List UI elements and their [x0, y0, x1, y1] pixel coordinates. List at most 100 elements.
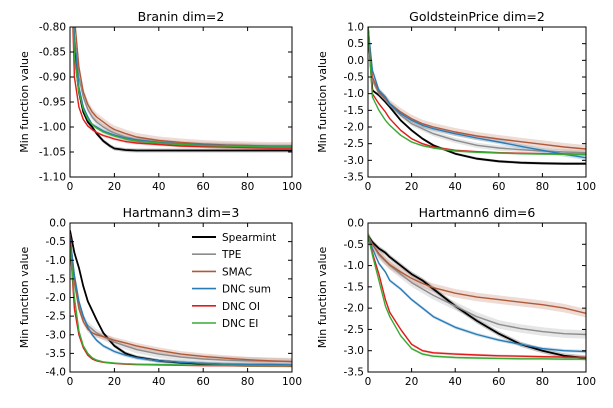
x-tick-label: 0 — [67, 181, 74, 193]
x-tick-label: 40 — [449, 376, 462, 388]
series-line-dnc-ei — [368, 27, 586, 156]
series-line-tpe — [368, 27, 586, 154]
x-tick-label: 40 — [152, 181, 165, 193]
series-line-dnc-oi — [368, 235, 586, 359]
y-tick-label: -1.0 — [344, 260, 365, 272]
y-tick-label: -0.80 — [39, 22, 66, 34]
y-tick-label: 0.5 — [347, 38, 364, 50]
confidence-band-smac — [368, 27, 586, 153]
y-axis-label: Min function value — [316, 51, 329, 153]
y-tick-label: -0.90 — [39, 72, 66, 84]
y-axis-label: Min function value — [18, 247, 31, 349]
x-tick-label: 20 — [405, 181, 418, 193]
series-line-dnc-sum — [70, 237, 292, 366]
y-tick-label: -2.0 — [344, 122, 365, 134]
x-tick-label: 20 — [108, 376, 121, 388]
y-tick-label: 0.0 — [49, 218, 66, 230]
x-tick-label: 40 — [449, 181, 462, 193]
y-tick-label: -1.00 — [39, 122, 66, 134]
x-tick-label: 60 — [492, 376, 505, 388]
x-tick-label: 80 — [536, 376, 549, 388]
y-tick-label: -2.5 — [344, 138, 365, 150]
y-tick-label: -2.5 — [344, 324, 365, 336]
chart-title: Hartmann6 dim=6 — [419, 205, 536, 220]
plot-area — [368, 231, 586, 361]
y-tick-label: -0.85 — [39, 47, 66, 59]
legend-label: DNC sum — [222, 284, 271, 296]
x-tick-label: 100 — [282, 181, 302, 193]
y-tick-label: -1.5 — [46, 273, 67, 285]
series-line-smac — [70, 234, 292, 363]
series-line-dnc-sum — [368, 27, 586, 159]
legend-item-smac: SMAC — [192, 266, 252, 278]
series-line-spearmint — [368, 27, 586, 165]
x-tick-label: 40 — [152, 376, 165, 388]
x-tick-label: 0 — [365, 181, 372, 193]
x-tick-label: 80 — [241, 376, 254, 388]
series-line-dnc-ei — [368, 235, 586, 360]
y-tick-label: -3.5 — [344, 172, 365, 184]
plot-area — [70, 228, 292, 368]
y-tick-label: -1.0 — [344, 88, 365, 100]
y-tick-label: 0.0 — [347, 218, 364, 230]
x-tick-label: 100 — [282, 376, 302, 388]
y-tick-label: -1.5 — [344, 281, 365, 293]
y-tick-label: -2.0 — [46, 292, 67, 304]
panel-2: GoldsteinPrice dim=2 Min function value 0 2… — [316, 9, 596, 193]
y-tick-label: 1.0 — [347, 22, 364, 34]
plot-area — [72, 27, 292, 153]
y-tick-label: -3.0 — [344, 345, 365, 357]
y-axis-label: Min function value — [316, 247, 329, 349]
series-line-spearmint — [72, 27, 292, 152]
plot-frame — [367, 26, 587, 178]
y-tick-label: -1.10 — [39, 172, 66, 184]
y-tick-label: 0.0 — [347, 55, 364, 67]
series-line-dnc-ei — [72, 27, 292, 148]
y-tick-label: -3.0 — [344, 155, 365, 167]
legend-label: DNC EI — [222, 318, 258, 330]
y-tick-label: -0.5 — [46, 236, 67, 248]
y-tick-label: -1.5 — [344, 105, 365, 117]
series-line-dnc-sum — [368, 235, 586, 353]
y-tick-label: -1.05 — [39, 147, 66, 159]
x-tick-label: 100 — [576, 181, 596, 193]
y-tick-label: -3.5 — [46, 348, 67, 360]
series-line-dnc-ei — [70, 245, 292, 367]
x-tick-label: 80 — [536, 181, 549, 193]
legend-item-tpe: TPE — [192, 249, 241, 261]
x-tick-label: 60 — [492, 181, 505, 193]
legend-label: DNC OI — [222, 301, 260, 313]
series-line-smac — [368, 27, 586, 150]
chart-title: GoldsteinPrice dim=2 — [409, 9, 545, 24]
panel-3: Hartmann3 dim=3 Min function value 0 20 40 60… — [18, 205, 302, 388]
x-tick-label: 60 — [197, 181, 210, 193]
y-tick-label: -3.0 — [46, 329, 67, 341]
plot-frame — [69, 222, 293, 373]
y-tick-label: -1.0 — [46, 255, 67, 267]
x-tick-label: 80 — [241, 181, 254, 193]
legend-item-dnc-sum: DNC sum — [192, 284, 271, 296]
series-line-spearmint — [368, 235, 586, 359]
series-line-tpe — [70, 234, 292, 363]
y-tick-label: -2.0 — [344, 303, 365, 315]
legend-label: Spearmint — [222, 232, 276, 244]
legend-label: SMAC — [222, 266, 252, 278]
x-tick-label: 0 — [67, 376, 74, 388]
confidence-band-dnc-sum — [368, 27, 586, 160]
chart-title: Branin dim=2 — [138, 9, 225, 24]
panel-4: Hartmann6 dim=6 Min function value 0 20 40 60… — [316, 205, 596, 388]
legend-item-dnc-ei: DNC EI — [192, 318, 258, 330]
x-tick-label: 20 — [108, 181, 121, 193]
y-tick-label: -0.5 — [344, 72, 365, 84]
plot-frame — [367, 222, 587, 373]
legend: Spearmint TPE SMAC DNC sum DNC OI DNC EI — [192, 232, 276, 330]
legend-item-dnc-oi: DNC OI — [192, 301, 260, 313]
series-line-dnc-oi — [72, 27, 292, 149]
legend-item-spearmint: Spearmint — [192, 232, 276, 244]
y-tick-label: -0.5 — [344, 239, 365, 251]
legend-label: TPE — [221, 249, 241, 261]
panel-1: Branin dim=2 Min function value 0 20 40 60 80 1… — [18, 9, 302, 193]
y-axis-label: Min function value — [18, 51, 31, 153]
y-tick-label: -0.95 — [39, 97, 66, 109]
